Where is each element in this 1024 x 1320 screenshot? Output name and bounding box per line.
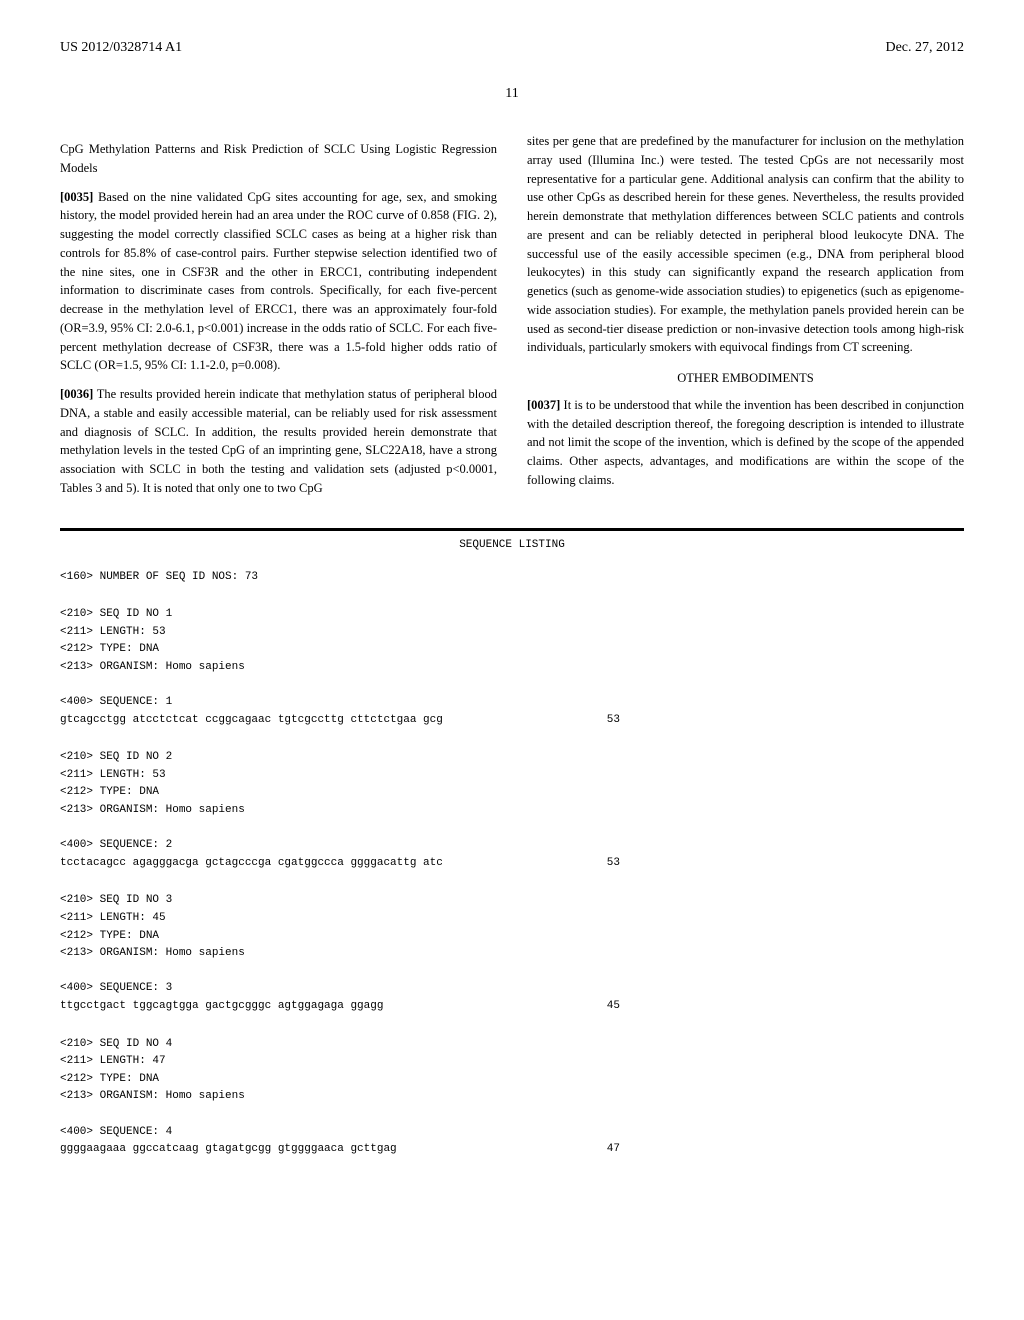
sequence-string: tcctacagcc agagggacga gctagcccga cgatggc… (60, 855, 443, 873)
paragraph-text: Based on the nine validated CpG sites ac… (60, 190, 497, 373)
sequence-data-line: tcctacagcc agagggacga gctagcccga cgatggc… (60, 855, 620, 873)
paragraph-number: [0037] (527, 398, 560, 412)
sequence-entries-container: <210> SEQ ID NO 1 <211> LENGTH: 53 <212>… (60, 606, 964, 1159)
paragraph-0035: [0035] Based on the nine validated CpG s… (60, 188, 497, 376)
sequence-data-line: gtcagcctgg atcctctcat ccggcagaac tgtcgcc… (60, 712, 620, 730)
sequence-header: <210> SEQ ID NO 2 <211> LENGTH: 53 <212>… (60, 749, 964, 855)
sequence-entry: <210> SEQ ID NO 4 <211> LENGTH: 47 <212>… (60, 1036, 964, 1159)
sequence-entry: <210> SEQ ID NO 3 <211> LENGTH: 45 <212>… (60, 892, 964, 1015)
sequence-data-line: ttgcctgact tggcagtgga gactgcgggc agtggag… (60, 998, 620, 1016)
paragraph-0037: [0037] It is to be understood that while… (527, 396, 964, 490)
section-heading: CpG Methylation Patterns and Risk Predic… (60, 140, 497, 178)
sequence-count: <160> NUMBER OF SEQ ID NOS: 73 (60, 569, 964, 587)
sequence-string: gtcagcctgg atcctctcat ccggcagaac tgtcgcc… (60, 712, 443, 730)
page-number: 11 (60, 86, 964, 102)
publication-date: Dec. 27, 2012 (885, 40, 964, 56)
paragraph-0036: [0036] The results provided herein indic… (60, 385, 497, 498)
sequence-listing-title: SEQUENCE LISTING (60, 539, 964, 551)
two-column-layout: CpG Methylation Patterns and Risk Predic… (60, 132, 964, 508)
sequence-string: ggggaagaaa ggccatcaag gtagatgcgg gtgggga… (60, 1141, 397, 1159)
paragraph-continuation: sites per gene that are predefined by th… (527, 132, 964, 357)
sequence-header: <210> SEQ ID NO 3 <211> LENGTH: 45 <212>… (60, 892, 964, 998)
other-embodiments-heading: OTHER EMBODIMENTS (527, 369, 964, 388)
sequence-data-line: ggggaagaaa ggccatcaag gtagatgcgg gtgggga… (60, 1141, 620, 1159)
sequence-length-value: 45 (607, 998, 620, 1016)
sequence-header: <210> SEQ ID NO 4 <211> LENGTH: 47 <212>… (60, 1036, 964, 1142)
sequence-length-value: 47 (607, 1141, 620, 1159)
right-column: sites per gene that are predefined by th… (527, 132, 964, 508)
left-column: CpG Methylation Patterns and Risk Predic… (60, 132, 497, 508)
paragraph-number: [0036] (60, 387, 93, 401)
sequence-length-value: 53 (607, 712, 620, 730)
sequence-length-value: 53 (607, 855, 620, 873)
sequence-listing-section: SEQUENCE LISTING <160> NUMBER OF SEQ ID … (60, 528, 964, 1159)
paragraph-text: The results provided herein indicate tha… (60, 387, 497, 495)
paragraph-text: It is to be understood that while the in… (527, 398, 964, 487)
sequence-entry: <210> SEQ ID NO 2 <211> LENGTH: 53 <212>… (60, 749, 964, 872)
header-row: US 2012/0328714 A1 Dec. 27, 2012 (60, 40, 964, 56)
sequence-header: <210> SEQ ID NO 1 <211> LENGTH: 53 <212>… (60, 606, 964, 712)
sequence-string: ttgcctgact tggcagtgga gactgcgggc agtggag… (60, 998, 383, 1016)
publication-number: US 2012/0328714 A1 (60, 40, 182, 56)
sequence-entry: <210> SEQ ID NO 1 <211> LENGTH: 53 <212>… (60, 606, 964, 729)
paragraph-number: [0035] (60, 190, 93, 204)
